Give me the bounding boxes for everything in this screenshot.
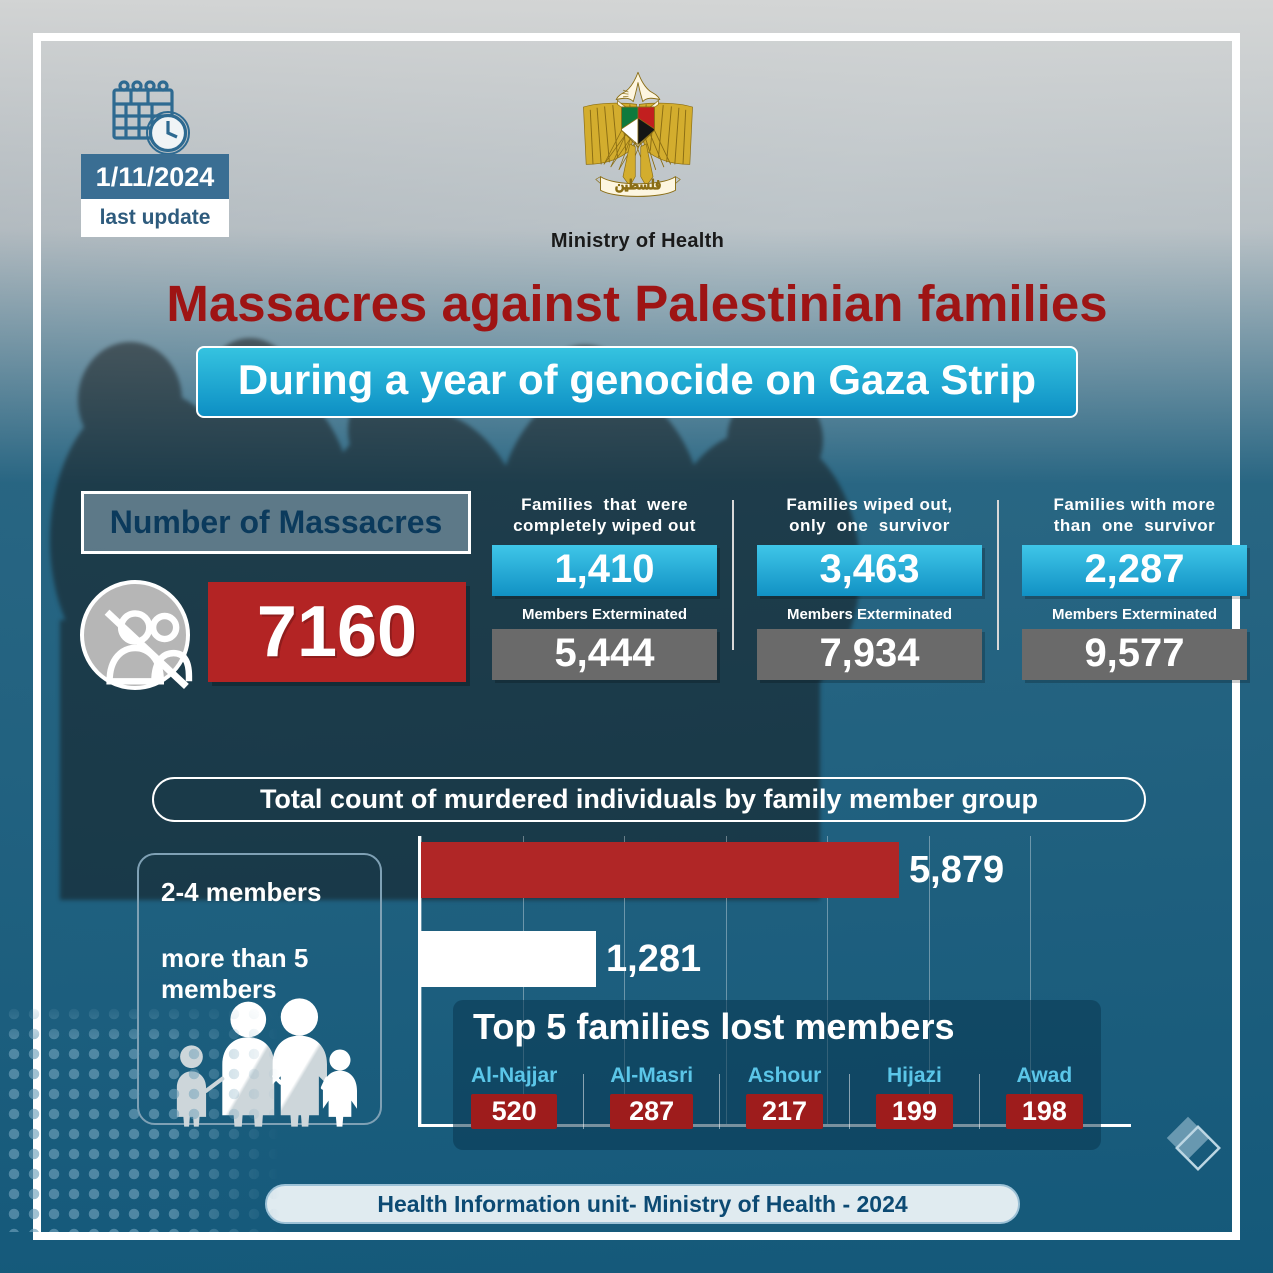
svg-text:فلسطين: فلسطين (614, 177, 660, 193)
